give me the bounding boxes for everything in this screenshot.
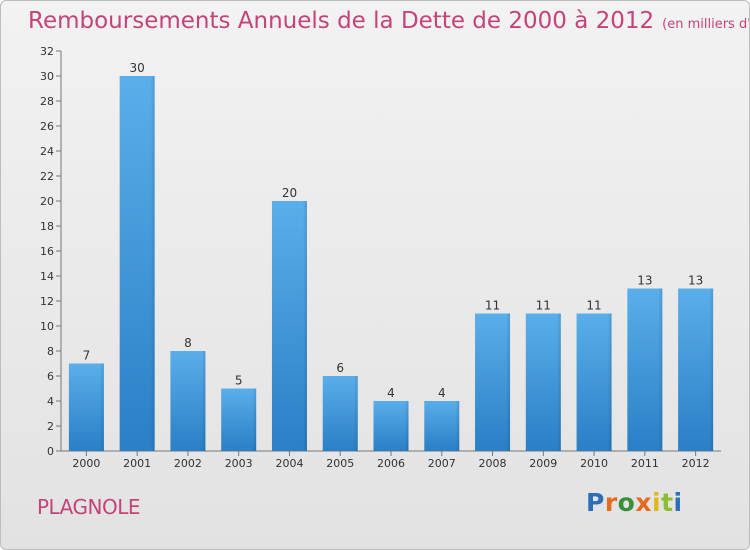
y-tick-label: 18 (40, 220, 54, 233)
y-tick-label: 2 (47, 420, 54, 433)
commune-name: PLAGNOLE (37, 495, 140, 519)
value-label-2004: 20 (282, 186, 297, 200)
y-tick-label: 24 (40, 145, 54, 158)
y-tick-label: 20 (40, 195, 54, 208)
value-label-2007: 4 (438, 386, 446, 400)
bar-2009 (525, 313, 561, 451)
value-label-2002: 8 (184, 336, 192, 350)
x-tick-label-2008: 2008 (479, 457, 507, 470)
y-tick-label: 14 (40, 270, 54, 283)
value-label-2009: 11 (536, 299, 551, 313)
bar-2011 (627, 288, 663, 451)
x-tick-label-2005: 2005 (326, 457, 354, 470)
y-tick-label: 10 (40, 320, 54, 333)
chart-unit: (en milliers d'€) (662, 17, 750, 32)
value-label-2006: 4 (387, 386, 395, 400)
bar-shade-2001 (150, 76, 155, 451)
value-label-2008: 11 (485, 299, 500, 313)
x-tick-label-2010: 2010 (580, 457, 608, 470)
value-labels: 7 30 8 5 20 6 4 4 11 11 11 13 13 (83, 61, 704, 400)
y-tick-label: 0 (47, 445, 54, 458)
y-tick-label: 22 (40, 170, 54, 183)
value-label-2001: 30 (130, 61, 145, 75)
bars (68, 76, 714, 451)
bar-2007 (424, 401, 460, 451)
y-tick-label: 12 (40, 295, 54, 308)
bar-2001 (119, 76, 155, 451)
bar-2004 (271, 201, 307, 451)
x-tick-label-2007: 2007 (428, 457, 456, 470)
y-tick-label: 28 (40, 95, 54, 108)
bar-2006 (373, 401, 409, 451)
value-label-2003: 5 (235, 374, 243, 388)
bar-shade-2007 (455, 401, 460, 451)
x-tick-label-2004: 2004 (275, 457, 303, 470)
x-tick-label-2000: 2000 (72, 457, 100, 470)
chart-title-text: Remboursements Annuels de la Dette de 20… (28, 8, 655, 34)
value-label-2010: 11 (586, 299, 601, 313)
bar-2008 (475, 313, 511, 451)
bar-2003 (221, 388, 257, 451)
bar-shade-2008 (506, 313, 511, 451)
bar-shade-2000 (99, 363, 104, 451)
x-tick-label-2006: 2006 (377, 457, 405, 470)
value-label-2005: 6 (336, 361, 344, 375)
y-tick-label: 26 (40, 120, 54, 133)
bar-shade-2009 (556, 313, 561, 451)
chart-title: Remboursements Annuels de la Dette de 20… (28, 8, 750, 34)
bar-2000 (68, 363, 104, 451)
bar-shade-2006 (404, 401, 409, 451)
value-label-2012: 13 (688, 274, 703, 288)
bar-shade-2002 (201, 351, 206, 451)
y-tick-label: 16 (40, 245, 54, 258)
y-tick-label: 8 (47, 345, 54, 358)
x-tick-label-2003: 2003 (225, 457, 253, 470)
y-tick-label: 30 (40, 70, 54, 83)
y-tick-label: 6 (47, 370, 54, 383)
bar-2010 (576, 313, 612, 451)
bar-shade-2003 (252, 388, 257, 451)
y-tick-label: 32 (40, 45, 54, 58)
value-label-2011: 13 (637, 274, 652, 288)
x-tick-label-2009: 2009 (529, 457, 557, 470)
value-label-2000: 7 (83, 349, 91, 363)
proxiti-logo[interactable]: Proxiti (586, 488, 683, 517)
bar-2005 (322, 376, 358, 451)
y-tick-label: 4 (47, 395, 54, 408)
bar-shade-2004 (302, 201, 307, 451)
x-tick-label-2001: 2001 (123, 457, 151, 470)
bar-shade-2012 (709, 288, 714, 451)
bar-2012 (678, 288, 714, 451)
bar-shade-2011 (658, 288, 663, 451)
x-tick-label-2002: 2002 (174, 457, 202, 470)
x-tick-label-2012: 2012 (682, 457, 710, 470)
bar-2002 (170, 351, 206, 451)
bar-shade-2010 (607, 313, 612, 451)
bar-shade-2005 (353, 376, 358, 451)
x-tick-label-2011: 2011 (631, 457, 659, 470)
